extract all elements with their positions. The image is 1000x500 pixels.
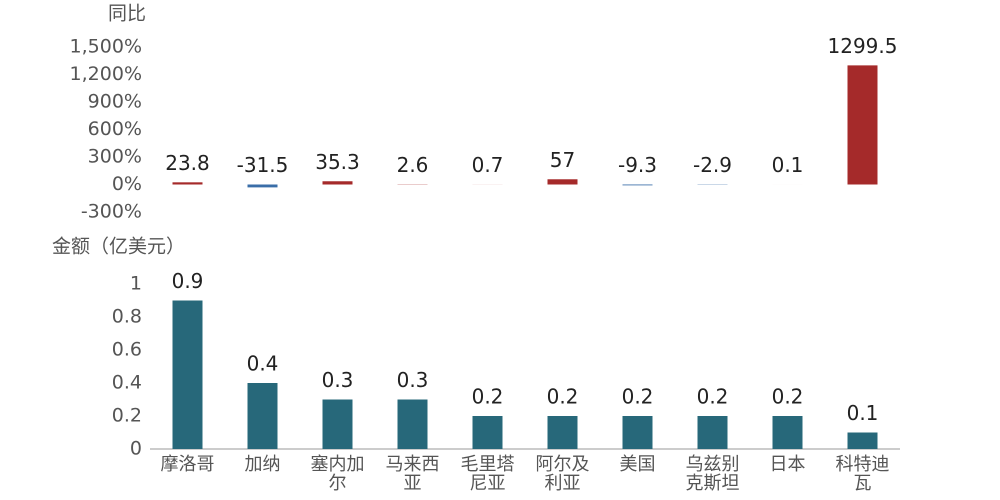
x-tick-label: 毛里塔尼亚 bbox=[460, 454, 515, 494]
y-tick-label: 0 bbox=[130, 438, 142, 460]
x-tick-label: 日本 bbox=[769, 454, 806, 475]
y-axis-title: 同比 bbox=[108, 3, 146, 25]
y-axis-title: 金额（亿美元） bbox=[52, 236, 185, 258]
value-label: 0.2 bbox=[622, 385, 654, 409]
y-tick-label: 300% bbox=[88, 146, 142, 168]
y-tick-label: 1,200% bbox=[70, 63, 142, 85]
value-label: 0.4 bbox=[247, 352, 279, 376]
bar bbox=[472, 416, 503, 449]
value-label: -9.3 bbox=[618, 153, 657, 177]
x-tick-label: 美国 bbox=[619, 454, 656, 475]
x-tick-label: 摩洛哥 bbox=[160, 454, 215, 475]
bar bbox=[172, 300, 203, 449]
bar bbox=[622, 184, 653, 186]
value-label: 0.9 bbox=[172, 269, 204, 293]
value-label: 0.1 bbox=[772, 153, 804, 177]
y-tick-label: 0.8 bbox=[112, 306, 142, 328]
bar bbox=[622, 416, 653, 449]
x-tick-label: 阿尔及利亚 bbox=[535, 454, 590, 494]
value-label: 23.8 bbox=[165, 151, 210, 175]
bar bbox=[547, 179, 578, 185]
value-label: -31.5 bbox=[237, 153, 289, 177]
y-tick-label: 600% bbox=[88, 118, 142, 140]
value-label: 57 bbox=[550, 148, 575, 172]
value-label: 35.3 bbox=[315, 150, 360, 174]
x-tick-label: 马来西亚 bbox=[385, 454, 440, 494]
value-label: 0.2 bbox=[472, 385, 504, 409]
value-label: -2.9 bbox=[693, 153, 732, 177]
x-tick-label: 科特迪瓦 bbox=[835, 454, 890, 494]
value-label: 0.3 bbox=[322, 368, 354, 392]
bar bbox=[697, 416, 728, 449]
y-tick-label: 0.4 bbox=[112, 372, 142, 394]
bar bbox=[847, 65, 878, 185]
x-tick-label: 乌兹别克斯坦 bbox=[685, 454, 740, 494]
y-tick-label: 0.6 bbox=[112, 339, 142, 361]
value-label: 0.2 bbox=[697, 385, 729, 409]
y-tick-label: 900% bbox=[88, 91, 142, 113]
y-tick-label: 0% bbox=[112, 173, 142, 195]
value-label: 1299.5 bbox=[828, 34, 898, 58]
y-tick-label: -300% bbox=[81, 201, 142, 223]
value-label: 2.6 bbox=[397, 153, 429, 177]
y-tick-label: 0.2 bbox=[112, 405, 142, 427]
bar bbox=[247, 383, 278, 449]
bar bbox=[322, 399, 353, 449]
bar bbox=[397, 399, 428, 449]
value-label: 0.7 bbox=[472, 153, 504, 177]
bar bbox=[322, 181, 353, 185]
bar bbox=[847, 432, 878, 449]
value-label: 0.1 bbox=[847, 401, 879, 425]
bar bbox=[772, 416, 803, 449]
bar bbox=[172, 182, 203, 185]
y-tick-label: 1 bbox=[130, 273, 142, 295]
bar bbox=[247, 184, 278, 188]
y-tick-label: 1,500% bbox=[70, 36, 142, 58]
x-tick-label: 加纳 bbox=[244, 454, 281, 475]
x-tick-label: 塞内加尔 bbox=[310, 454, 365, 494]
value-label: 0.2 bbox=[772, 385, 804, 409]
value-label: 0.3 bbox=[397, 368, 429, 392]
bar bbox=[547, 416, 578, 449]
value-label: 0.2 bbox=[547, 385, 579, 409]
